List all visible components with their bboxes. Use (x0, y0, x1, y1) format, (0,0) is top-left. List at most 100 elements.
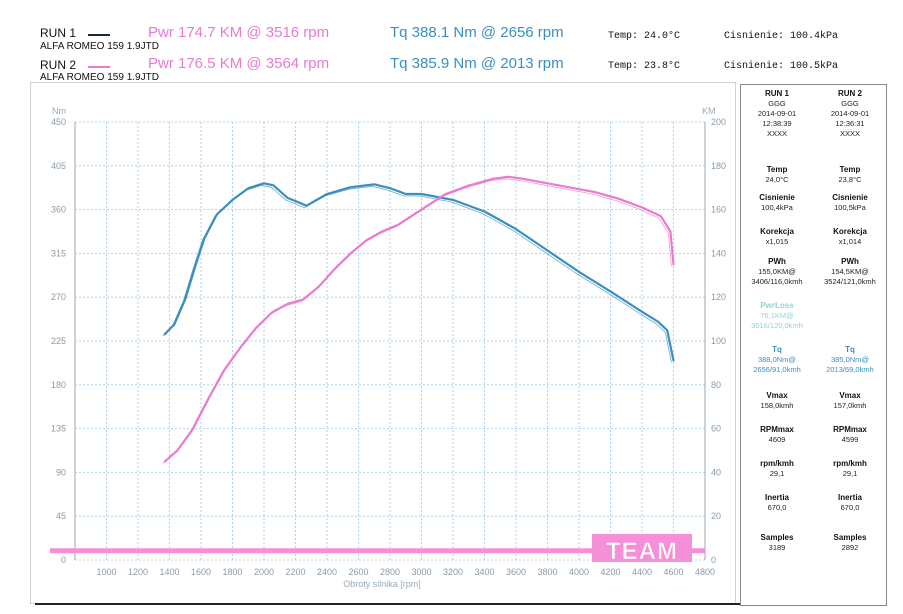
y-right-tick-label: 80 (711, 380, 721, 390)
panel-cell-pwrloss: PwrLoss 76,1KM@ 3516/120,0kmh (741, 301, 813, 331)
y-right-tick-label: 200 (711, 117, 726, 127)
x-tick-label: 1600 (191, 567, 211, 577)
panel-cell-cisnienie: Cisnienie 100,4kPa (741, 193, 813, 213)
run2-pressure: Cisnienie: 100.5kPa (724, 61, 839, 72)
y-left-tick-label: 90 (56, 467, 66, 477)
baseline-band (50, 548, 705, 554)
x-tick-label: 1200 (128, 567, 148, 577)
panel-cell-heading: PWh (768, 257, 786, 266)
panel-cell-value: 2013/69,0kmh (826, 365, 874, 374)
y-left-tick-label: 0 (61, 555, 66, 565)
panel-cell-rpm-kmh: rpm/kmh 29,1 (814, 459, 886, 479)
panel-cell-value: 29,1 (769, 469, 785, 478)
x-axis-label: Obroty silnika [rpm] (343, 579, 421, 589)
panel-cell-heading: Cisnienie (759, 193, 795, 202)
panel-cell-heading: Vmax (839, 391, 861, 400)
panel-cell-value: 4609 (768, 435, 786, 444)
panel-cell-samples: Samples 2892 (814, 533, 886, 553)
panel-cell-value: 3516/120,0kmh (751, 321, 803, 330)
panel-cell-value: 670,0 (840, 503, 860, 512)
panel-cell-value: 12:38:39 (762, 119, 792, 128)
panel-cell-value: x1,015 (765, 237, 789, 246)
panel-cell-heading: Vmax (766, 391, 788, 400)
panel-cell-value: x1,014 (838, 237, 862, 246)
x-tick-label: 4800 (695, 567, 715, 577)
y-left-tick-label: 180 (51, 380, 66, 390)
panel-cell-value: 3524/121,0kmh (824, 277, 876, 286)
panel-cell-vmax: Vmax 158,0kmh (741, 391, 813, 411)
panel-cell-value: 76,1KM@ (760, 311, 794, 320)
run1-legend-line (88, 34, 110, 36)
x-tick-label: 3600 (506, 567, 526, 577)
panel-cell-value: GGG (841, 99, 859, 108)
x-tick-label: 4200 (600, 567, 620, 577)
x-tick-label: 4400 (632, 567, 652, 577)
panel-cell-heading: Samples (833, 533, 867, 542)
dyno-chart: 1000 1200 1400 1600 1800 2000 2200 2400 2600 2800… (30, 82, 736, 604)
tick-layer: 1000 1200 1400 1600 1800 2000 2200 2400 2600 2800… (51, 117, 726, 577)
x-tick-label: 2400 (317, 567, 337, 577)
panel-cell-value: 2014-09-01 (757, 109, 797, 118)
panel-cell-value: 100,5kPa (834, 203, 866, 212)
panel-cell-heading: RUN 2 (837, 89, 862, 98)
y-left-tick-label: 45 (56, 511, 66, 521)
series-layer (162, 175, 675, 464)
panel-cell-value: 12:36:31 (835, 119, 865, 128)
panel-cell-heading: rpm/kmh (760, 459, 794, 468)
bottom-rule (35, 603, 740, 605)
panel-cell-value: 3406/116,0kmh (751, 277, 803, 286)
run1-tq: Tq 388.1 Nm @ 2656 rpm (390, 24, 564, 41)
panel-cell-heading: Tq (845, 345, 855, 354)
y-right-tick-label: 0 (711, 555, 716, 565)
x-tick-label: 1800 (222, 567, 242, 577)
panel-cell-heading: Temp (839, 165, 861, 174)
x-tick-label: 3400 (474, 567, 494, 577)
series-line-tq (163, 182, 675, 362)
y-left-tick-label: 270 (51, 292, 66, 302)
panel-cell-value: 158,0kmh (760, 401, 794, 410)
panel-cell-pwh: PWh 154,5KM@ 3524/121,0kmh (814, 257, 886, 287)
panel-cell-temp: Temp 24,0°C (741, 165, 813, 185)
panel-cell-heading: Temp (766, 165, 788, 174)
panel-cell-value: XXXX (766, 129, 787, 138)
x-tick-label: 2600 (348, 567, 368, 577)
panel-cell-vmax: Vmax 157,0kmh (814, 391, 886, 411)
panel-cell-value: 157,0kmh (833, 401, 867, 410)
panel-cell-value: GGG (768, 99, 786, 108)
panel-cell-value: 29,1 (842, 469, 858, 478)
panel-cell-temp: Temp 23,8°C (814, 165, 886, 185)
panel-cell-rpm-kmh: rpm/kmh 29,1 (741, 459, 813, 479)
panel-cell-samples: Samples 3189 (741, 533, 813, 553)
y-right-tick-label: 140 (711, 248, 726, 258)
panel-cell-heading: RUN 1 (764, 89, 789, 98)
panel-cell-heading: Korekcja (760, 227, 794, 236)
panel-cell-value: 385,0Nm@ (830, 355, 870, 364)
panel-cell-heading: RPMmax (833, 425, 867, 434)
panel-cell-value: 4599 (841, 435, 859, 444)
panel-cell-value: XXXX (839, 129, 860, 138)
panel-cell-heading: PWh (841, 257, 859, 266)
panel-cell-value: 24,0°C (765, 175, 789, 184)
y-right-tick-label: 40 (711, 467, 721, 477)
y-left-tick-label: 225 (51, 336, 66, 346)
y-axis-left-label: Nm (52, 106, 66, 116)
team-box (592, 534, 692, 562)
y-right-tick-label: 180 (711, 161, 726, 171)
run1-label: RUN 1 (40, 26, 77, 40)
y-left-tick-label: 450 (51, 117, 66, 127)
band-layer (50, 534, 705, 562)
run2-label: RUN 2 (40, 58, 77, 72)
results-panel: RUN 1 GGG 2014-09-01 12:38:39 XXXX RUN 2 GGG 20… (740, 84, 887, 606)
run2-temp: Temp: 23.8°C (608, 61, 681, 72)
y-axis-right-label: KM (702, 106, 716, 116)
panel-cell-cisnienie: Cisnienie 100,5kPa (814, 193, 886, 213)
panel-cell-rpmmax: RPMmax 4609 (741, 425, 813, 445)
y-left-tick-label: 135 (51, 424, 66, 434)
panel-cell-heading: PwrLoss (760, 301, 794, 310)
y-right-tick-label: 160 (711, 205, 726, 215)
run2-tq: Tq 385.9 Nm @ 2013 rpm (390, 55, 564, 72)
x-tick-label: 1000 (96, 567, 116, 577)
chart-frame (30, 82, 736, 604)
series-line-pwr (163, 175, 675, 463)
team-watermark: TEAM (606, 538, 678, 565)
